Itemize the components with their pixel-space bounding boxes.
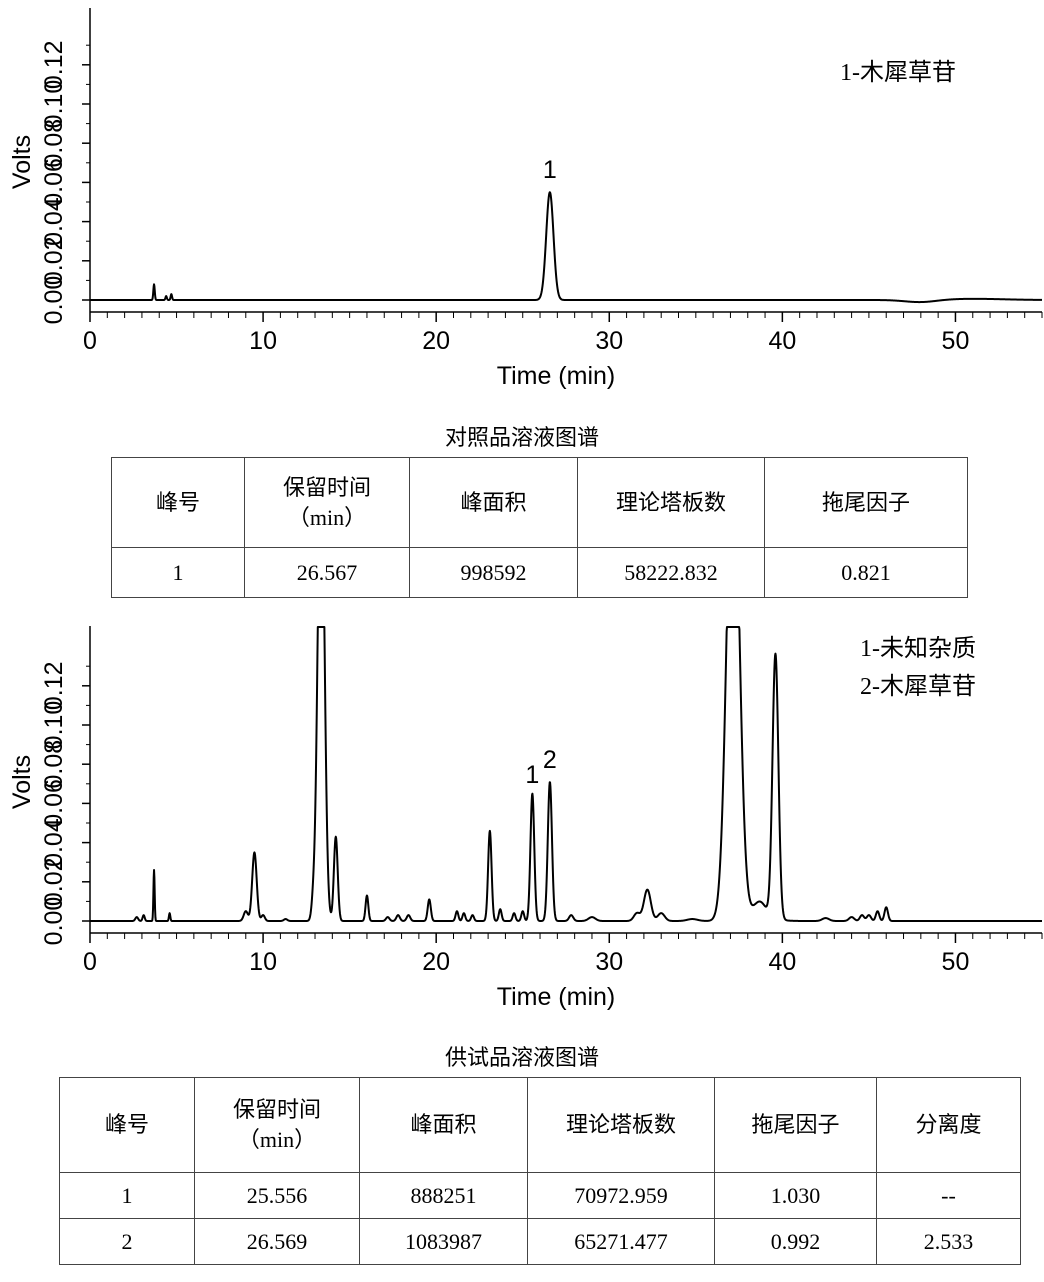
y-tick-label: 0.04	[40, 818, 68, 867]
reference-results-table: 峰号 保留时间 （min） 峰面积 理论塔板数 拖尾因子 1 26.567 99…	[111, 457, 968, 598]
y-axis-title: Volts	[8, 755, 36, 809]
y-tick-label: 0.02	[40, 236, 68, 285]
reference-chromatogram: 0.000.020.040.060.080.100.12 Volts 0 10 20 30…	[8, 8, 1043, 390]
cell-peak-number: 2	[59, 1218, 195, 1265]
table-row: 1 26.567 998592 58222.832 0.821	[111, 547, 968, 598]
y-tick-label: 0.12	[40, 40, 68, 89]
sample-results-table: 峰号 保留时间 （min） 峰面积 理论塔板数 拖尾因子 分离度 1 25.55…	[59, 1077, 1021, 1265]
x-tick-label: 40	[768, 948, 796, 976]
legend-entry: 1-未知杂质	[860, 635, 976, 662]
chromatogram-trace	[89, 191, 1043, 304]
header-retention-time-label: 保留时间	[232, 1097, 321, 1122]
x-tick-label: 20	[422, 327, 450, 355]
y-tick-label: 0.06	[40, 779, 68, 828]
y-tick-label: 0.12	[40, 661, 68, 710]
cell-peak-number: 1	[59, 1172, 195, 1219]
cell-theoretical-plates: 70972.959	[527, 1172, 715, 1219]
cell-retention-time: 26.569	[194, 1218, 360, 1265]
x-axis-title: Time (min)	[497, 362, 616, 390]
x-axis-title: Time (min)	[497, 983, 616, 1011]
y-tick-label: 0.08	[40, 740, 68, 789]
cell-theoretical-plates: 65271.477	[527, 1218, 715, 1265]
header-theoretical-plates: 理论塔板数	[577, 457, 765, 548]
cell-retention-time: 26.567	[244, 547, 410, 598]
table-header-row: 峰号 保留时间 （min） 峰面积 理论塔板数 拖尾因子 分离度	[59, 1077, 1021, 1173]
y-tick-label: 0.04	[40, 197, 68, 246]
peak-number-label: 2	[543, 746, 557, 774]
x-tick-label: 30	[595, 327, 623, 355]
cell-peak-area: 998592	[409, 547, 578, 598]
x-tick-label: 50	[942, 948, 970, 976]
cell-peak-area: 1083987	[359, 1218, 528, 1265]
header-retention-time-unit: （min）	[237, 1127, 317, 1152]
header-theoretical-plates: 理论塔板数	[527, 1077, 715, 1173]
table-row: 2 26.569 1083987 65271.477 0.992 2.533	[59, 1218, 1021, 1265]
header-peak-area: 峰面积	[359, 1077, 528, 1173]
y-tick-label: 0.08	[40, 119, 68, 168]
peak-number-label: 1	[525, 761, 539, 789]
y-tick-label: 0.00	[40, 897, 68, 946]
y-tick-label: 0.00	[40, 276, 68, 325]
table-row: 1 25.556 888251 70972.959 1.030 --	[59, 1172, 1021, 1219]
x-tick-label: 20	[422, 948, 450, 976]
header-retention-time-unit: （min）	[287, 504, 367, 530]
x-tick-label: 40	[768, 327, 796, 355]
header-resolution: 分离度	[876, 1077, 1021, 1173]
cell-peak-number: 1	[111, 547, 245, 598]
cell-resolution: 2.533	[876, 1218, 1021, 1265]
cell-tailing-factor: 1.030	[714, 1172, 877, 1219]
x-tick-label: 30	[595, 948, 623, 976]
x-tick-label: 0	[83, 948, 97, 976]
header-retention-time: 保留时间 （min）	[244, 457, 410, 548]
reference-caption: 对照品溶液图谱	[444, 426, 599, 451]
y-tick-label: 0.02	[40, 857, 68, 906]
header-peak-area: 峰面积	[409, 457, 578, 548]
chromatogram-trace	[89, 626, 1043, 922]
header-tailing-factor: 拖尾因子	[764, 457, 968, 548]
peak-number-label: 1	[543, 156, 557, 184]
x-tick-label: 10	[249, 948, 277, 976]
sample-chromatogram: 0.000.020.040.060.080.100.12 Volts 0 10 20 30…	[8, 626, 1043, 1011]
y-tick-label: 0.06	[40, 158, 68, 207]
x-tick-label: 10	[249, 327, 277, 355]
cell-tailing-factor: 0.821	[764, 547, 968, 598]
cell-tailing-factor: 0.992	[714, 1218, 877, 1265]
table-header-row: 峰号 保留时间 （min） 峰面积 理论塔板数 拖尾因子	[111, 457, 968, 548]
cell-resolution: --	[876, 1172, 1021, 1219]
y-axis-title: Volts	[8, 135, 36, 189]
header-retention-time-label: 保留时间	[282, 474, 371, 500]
x-tick-label: 0	[83, 327, 97, 355]
header-peak-number: 峰号	[59, 1077, 195, 1173]
legend-entry: 2-木犀草苷	[860, 673, 976, 700]
cell-retention-time: 25.556	[194, 1172, 360, 1219]
cell-peak-area: 888251	[359, 1172, 528, 1219]
x-tick-label: 50	[942, 327, 970, 355]
y-tick-label: 0.10	[40, 701, 68, 750]
sample-caption: 供试品溶液图谱	[444, 1046, 599, 1071]
header-retention-time: 保留时间 （min）	[194, 1077, 360, 1173]
header-peak-number: 峰号	[111, 457, 245, 548]
legend-entry: 1-木犀草苷	[840, 59, 956, 86]
cell-theoretical-plates: 58222.832	[577, 547, 765, 598]
header-tailing-factor: 拖尾因子	[714, 1077, 877, 1173]
y-tick-label: 0.10	[40, 80, 68, 129]
